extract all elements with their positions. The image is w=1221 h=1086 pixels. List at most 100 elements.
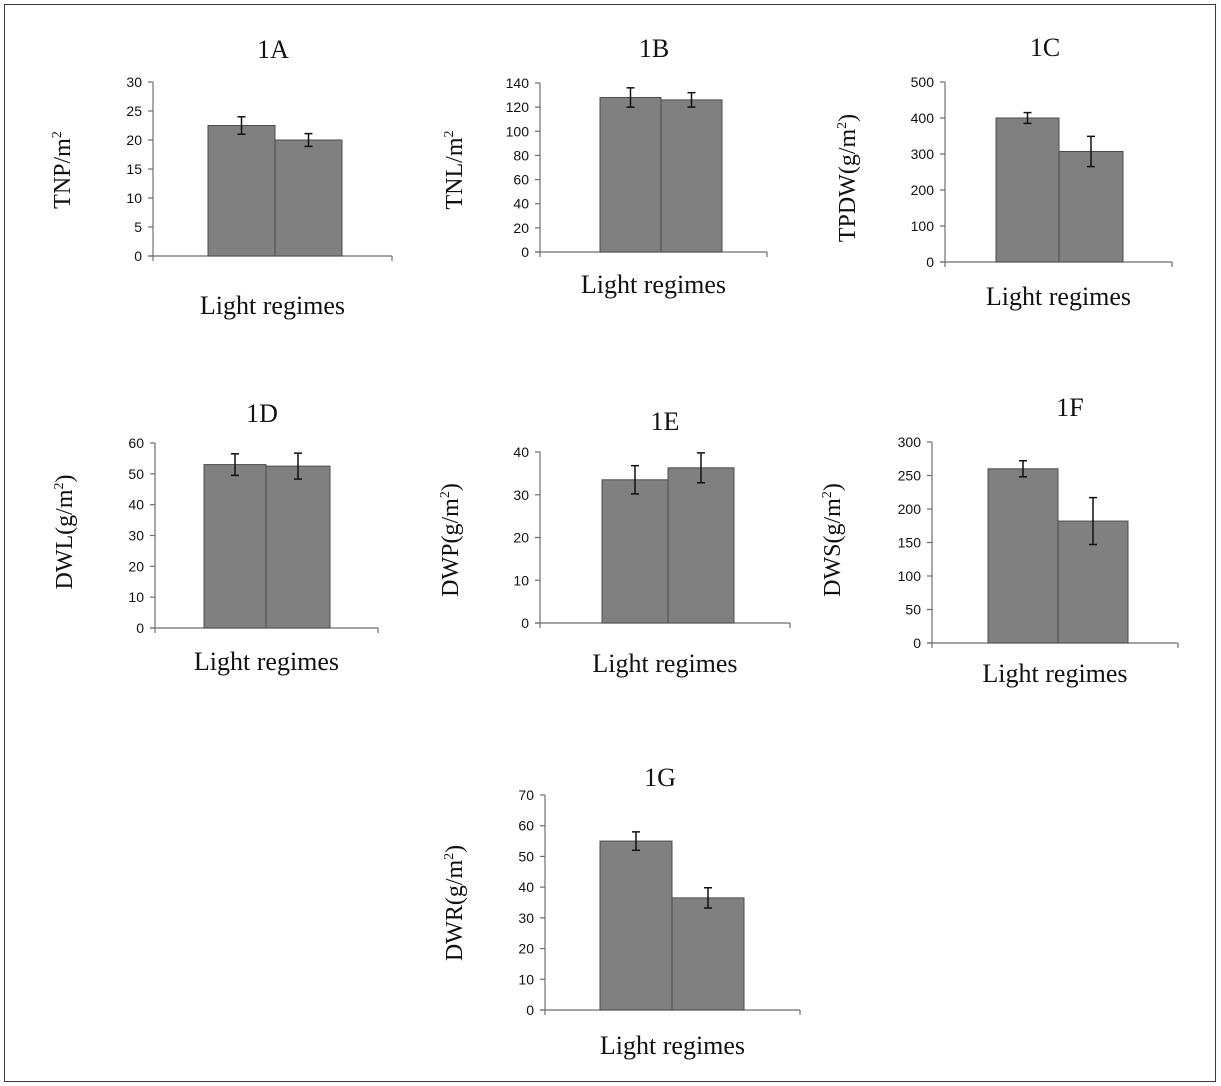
bar-1 [599,840,673,1011]
chart-title: 1D [246,399,278,428]
y-tick-label: 0 [136,620,144,636]
y-tick-label: 40 [513,196,529,212]
chart-title: 1F [1056,393,1083,422]
y-tick-label: 25 [126,103,142,119]
y-tick-label: 10 [513,572,529,588]
x-axis-label: Light regimes [200,291,345,320]
bar-1 [207,125,276,257]
y-axis-label-tail: ) [442,845,468,853]
y-axis-label-sup: 2 [442,131,457,138]
y-tick-label: 20 [126,132,142,148]
y-axis-label: DWL(g/m2) [52,475,78,590]
y-tick-label: 50 [128,466,144,482]
y-axis-label-sup: 2 [820,491,835,498]
y-axis-label-main: TNL/m [442,137,468,209]
y-axis-label-main: TPDW(g/m [835,129,861,243]
y-tick-label: 100 [911,218,935,234]
y-tick-label: 140 [506,75,530,91]
bar-2 [667,467,735,624]
chart-panel-1d: 1D 0 10 20 30 40 50 60 Light regimes DWL(g/m2) [52,399,379,676]
y-axis-label-main: TNP/m [50,138,76,209]
y-tick-label: 30 [128,528,144,544]
y-axis-label-main: DWR(g/m [442,860,468,962]
chart-panel-1g: 1G 0 10 20 30 40 50 60 70 Light regimes DWR(g/m2) [442,763,801,1060]
y-tick-label: 0 [913,635,921,651]
y-axis-label-tail: ) [835,114,861,122]
y-tick-label: 0 [521,244,529,260]
chart-panel-1c: 1C 0 100 200 300 400 500 Light regimes TPDW(g/m2… [835,33,1173,311]
y-tick-label: 10 [126,190,142,206]
y-tick-label: 200 [911,182,935,198]
y-axis-label: DWS(g/m2) [820,483,846,597]
y-axis-label: TNP/m2 [50,131,76,209]
y-tick-label: 0 [926,254,934,270]
chart-title: 1G [644,763,676,792]
x-axis-label: Light regimes [592,649,737,678]
bar-1 [995,117,1060,263]
y-axis-label-tail: ) [438,483,464,491]
x-axis-label: Light regimes [600,1031,745,1060]
y-axis-label-sup: 2 [835,122,850,129]
y-tick-label: 60 [513,172,529,188]
x-axis-label: Light regimes [986,282,1131,311]
y-tick-label: 40 [518,879,534,895]
y-tick-label: 300 [898,434,922,450]
chart-panel-1b: 1B 0 20 40 60 80 100 120 140 Light regimes TNL/m2 [442,34,768,299]
bar-1 [599,96,662,253]
y-tick-label: 100 [506,123,530,139]
y-axis-label-sup: 2 [50,131,65,138]
bar-1 [203,464,267,629]
chart-panel-1f: 1F 0 50 100 150 200 250 300 Light regimes DWS(g/m… [820,393,1179,688]
y-tick-label: 0 [526,1002,534,1018]
y-tick-label: 40 [513,444,529,460]
y-axis-label-main: DWS(g/m [820,498,846,597]
y-tick-label: 20 [518,941,534,957]
chart-panel-1e: 1E 0 10 20 30 40 Light regimes DWP(g/m2) [438,407,791,678]
y-tick-label: 30 [518,910,534,926]
y-tick-label: 80 [513,147,529,163]
y-axis-label: DWR(g/m2) [442,845,468,961]
chart-title: 1B [639,34,669,63]
y-tick-label: 500 [911,74,935,90]
y-tick-label: 10 [518,971,534,987]
y-axis-label-sup: 2 [438,491,453,498]
y-tick-label: 50 [518,848,534,864]
y-tick-label: 20 [513,220,529,236]
y-tick-label: 30 [513,487,529,503]
bar-1 [601,479,669,624]
y-tick-label: 0 [134,248,142,264]
y-axis-label-sup: 2 [52,483,67,490]
y-tick-label: 30 [126,74,142,90]
y-axis-label-tail: ) [52,475,78,483]
chart-title: 1A [257,35,289,64]
y-axis-label: DWP(g/m2) [438,483,464,597]
y-tick-label: 100 [898,568,922,584]
bar-2 [671,897,745,1011]
bar-2 [274,139,343,257]
y-tick-label: 250 [898,468,922,484]
x-axis-label: Light regimes [581,270,726,299]
y-tick-label: 200 [898,501,922,517]
bar-2 [1058,150,1124,263]
x-axis-label: Light regimes [982,659,1127,688]
y-axis-label-sup: 2 [442,853,457,860]
y-tick-label: 300 [911,146,935,162]
chart-title: 1C [1030,33,1060,62]
y-tick-label: 120 [506,99,530,115]
chart-title: 1E [651,407,680,436]
y-axis-label-main: DWL(g/m [52,489,78,589]
bar-1 [987,468,1059,644]
y-axis-label-tail: ) [820,483,846,491]
y-tick-label: 40 [128,497,144,513]
y-tick-label: 15 [126,161,142,177]
bar-2 [265,465,331,629]
y-tick-label: 20 [128,558,144,574]
y-tick-label: 0 [521,615,529,631]
y-tick-label: 20 [513,530,529,546]
y-tick-label: 400 [911,110,935,126]
bar-2 [660,99,723,253]
y-axis-label: TPDW(g/m2) [835,114,861,242]
y-tick-label: 5 [134,219,142,235]
x-axis-label: Light regimes [194,647,339,676]
